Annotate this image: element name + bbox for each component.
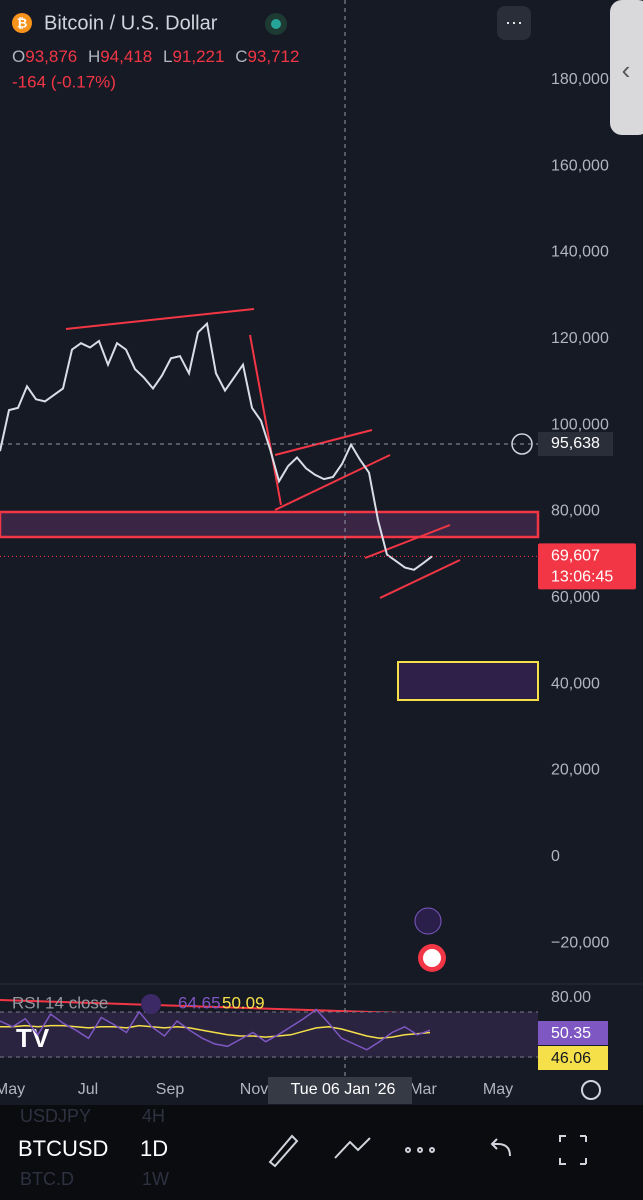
low: 91,221 bbox=[172, 47, 224, 66]
ma-tag bbox=[538, 1046, 608, 1070]
ma-value: 50.09 bbox=[222, 993, 265, 1012]
rsi-value: 64.65 bbox=[178, 993, 221, 1012]
target-zone bbox=[397, 661, 539, 701]
y-tick-label: 100,000 bbox=[551, 416, 609, 433]
rsi-label: 50.35 bbox=[551, 1025, 591, 1042]
high: 94,418 bbox=[100, 47, 152, 66]
price-tag bbox=[538, 431, 613, 456]
ghost-symbol: BTC.D bbox=[20, 1169, 74, 1189]
y-tick-label: 60,000 bbox=[551, 589, 600, 606]
y-tick-label: 40,000 bbox=[551, 675, 600, 692]
crosshair-time: Tue 06 Jan '26 bbox=[291, 1081, 396, 1098]
crosshair-price-label: 95,638 bbox=[551, 435, 600, 452]
y-tick-label: 20,000 bbox=[551, 762, 600, 779]
rsi-ma-line bbox=[0, 1024, 431, 1040]
flag bbox=[423, 949, 441, 967]
y-tick-label: 160,000 bbox=[551, 157, 609, 174]
toolbar-icons[interactable] bbox=[268, 1134, 587, 1168]
c-label: C bbox=[235, 47, 247, 66]
last-price-tag bbox=[538, 543, 636, 590]
status-dot bbox=[271, 19, 281, 29]
last-price-label: 69,607 bbox=[551, 548, 600, 565]
x-tick-label: May bbox=[0, 1081, 25, 1098]
rsi-title: RSI 14 close bbox=[12, 993, 108, 1012]
menu-button[interactable] bbox=[497, 6, 531, 40]
rsi-tag bbox=[538, 1021, 608, 1045]
title: Bitcoin / U.S. Dollar bbox=[44, 12, 218, 34]
h-label: H bbox=[88, 47, 100, 66]
y-tick-label: −20,000 bbox=[551, 934, 609, 951]
event-icon[interactable] bbox=[414, 907, 442, 935]
y-tick-label: 180,000 bbox=[551, 71, 609, 88]
x-tick-label: Mar bbox=[409, 1081, 437, 1098]
price-line bbox=[0, 321, 433, 571]
bitcoin-symbol: ₿ bbox=[17, 15, 28, 30]
resistance-zone bbox=[0, 510, 540, 539]
rsi-band bbox=[0, 1012, 538, 1057]
rsi-level: 80.00 bbox=[551, 989, 591, 1006]
side-panel-handle[interactable] bbox=[610, 0, 643, 135]
x-tick-label: Sep bbox=[156, 1081, 185, 1098]
toolbar bbox=[0, 1105, 643, 1200]
interval[interactable]: 1D bbox=[140, 1136, 168, 1161]
open: 93,876 bbox=[25, 47, 77, 66]
rsi-icon bbox=[141, 994, 161, 1014]
countdown: 13:06:45 bbox=[551, 569, 613, 586]
o-label: O bbox=[12, 47, 25, 66]
ghost-interval: 4H bbox=[142, 1106, 165, 1126]
ghost-symbol: USDJPY bbox=[20, 1106, 91, 1126]
add-alert bbox=[511, 433, 533, 455]
ma-label: 46.06 bbox=[551, 1050, 591, 1067]
x-tick-label: May bbox=[483, 1081, 513, 1098]
ghost-interval: 1W bbox=[142, 1169, 169, 1189]
rsi-line bbox=[0, 1008, 431, 1051]
x-tick-label: Nov bbox=[240, 1081, 268, 1098]
y-tick-label: 120,000 bbox=[551, 330, 609, 347]
bitcoin-icon bbox=[12, 13, 32, 33]
close: 93,712 bbox=[247, 47, 299, 66]
change: -164 (-0.17%) bbox=[12, 72, 116, 91]
settings-icon[interactable] bbox=[581, 1080, 601, 1100]
y-tick-label: 0 bbox=[551, 848, 560, 865]
menu-dots[interactable]: ··· bbox=[505, 12, 523, 32]
chevron[interactable]: ‹ bbox=[622, 55, 631, 85]
x-tick-label: Jul bbox=[78, 1081, 98, 1098]
crosshair-time-tag bbox=[268, 1077, 412, 1104]
l-label: L bbox=[163, 47, 172, 66]
ohlc: O93,876 H94,418 L91,221 C93,712 bbox=[12, 47, 299, 66]
symbol[interactable]: BTCUSD bbox=[18, 1136, 108, 1161]
y-tick-label: 140,000 bbox=[551, 244, 609, 261]
y-tick-label: 80,000 bbox=[551, 503, 600, 520]
